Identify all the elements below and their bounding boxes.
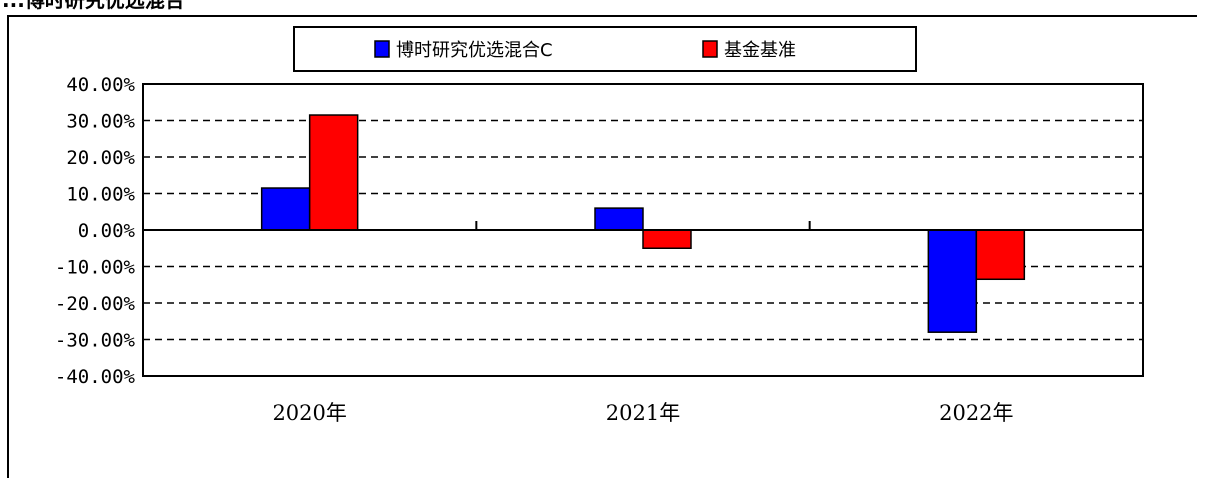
y-tick-label: -20.00% bbox=[55, 293, 136, 315]
bar-series-2-1 bbox=[308, 114, 359, 231]
bar-series-2-2 bbox=[642, 229, 692, 249]
x-category-label: 2021年 bbox=[606, 401, 680, 425]
header-fragment: ...博时研究优选混合 bbox=[2, 0, 186, 12]
legend-swatch-series-1 bbox=[374, 40, 390, 58]
bar-series-1-1 bbox=[260, 187, 311, 231]
y-tick-label: -30.00% bbox=[55, 330, 136, 352]
y-tick-label: 0.00% bbox=[78, 220, 136, 242]
bar-series-1-3 bbox=[927, 229, 978, 333]
y-axis-ticks: 40.00% 30.00% 20.00% 10.00% 0.00% -10.00% -20.… bbox=[55, 74, 136, 388]
x-category-label: 2022年 bbox=[939, 401, 1013, 425]
outer-frame bbox=[7, 15, 1197, 478]
y-tick-label: -40.00% bbox=[55, 366, 136, 388]
legend-swatch-series-2 bbox=[702, 40, 718, 58]
x-category-label: 2020年 bbox=[272, 401, 346, 425]
legend: 博时研究优选混合C 基金基准 bbox=[293, 26, 917, 72]
x-axis-categories: 2020年 2021年 2022年 bbox=[272, 401, 1013, 425]
zero-axis bbox=[143, 221, 1143, 231]
legend-label-series-1: 博时研究优选混合C bbox=[396, 40, 553, 61]
bar-series-1-2 bbox=[594, 207, 644, 231]
bar-series-2-3 bbox=[975, 229, 1026, 281]
y-tick-label: 10.00% bbox=[66, 184, 135, 206]
y-tick-label: 40.00% bbox=[66, 74, 135, 96]
legend-box bbox=[293, 26, 917, 72]
legend-label-series-2: 基金基准 bbox=[724, 40, 796, 61]
y-tick-label: 20.00% bbox=[66, 147, 135, 169]
y-tick-label: 30.00% bbox=[66, 111, 135, 133]
y-tick-label: -10.00% bbox=[55, 257, 136, 279]
